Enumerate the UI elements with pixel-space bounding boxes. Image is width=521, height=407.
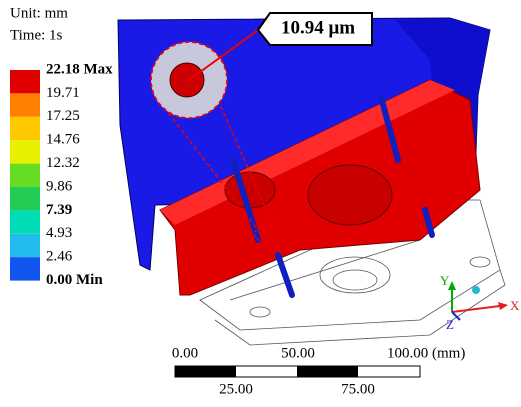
screen: 10.94 μm Unit: mm Time: 1s 22.18 Max 19.7… xyxy=(0,0,521,402)
legend-swatch xyxy=(10,117,40,140)
scale-label: 50.00 xyxy=(281,345,315,361)
legend-label: 17.25 xyxy=(46,108,80,124)
legend-swatch xyxy=(10,234,40,257)
legend-label: 12.32 xyxy=(46,155,80,171)
legend-label: 19.71 xyxy=(46,85,80,101)
legend-swatch xyxy=(10,93,40,116)
x-axis-label: X xyxy=(510,298,520,313)
legend-label: 4.93 xyxy=(46,225,72,241)
callout-label: 10.94 μm xyxy=(281,17,355,38)
legend: 22.18 Max 19.71 17.25 14.76 12.32 9.86 7.39 4.9… xyxy=(10,61,113,288)
z-axis-label: Z xyxy=(446,317,454,332)
scale-label: 25.00 xyxy=(219,381,253,397)
legend-label: 22.18 Max xyxy=(46,61,113,77)
legend-swatch xyxy=(10,210,40,233)
unit-label: Unit: mm xyxy=(10,5,68,21)
y-axis-label: Y xyxy=(440,273,450,288)
scale-label: 0.00 xyxy=(172,345,198,361)
legend-label: 7.39 xyxy=(46,202,72,218)
legend-swatch xyxy=(10,140,40,163)
scale-label: 100.00 (mm) xyxy=(387,345,465,361)
legend-label: 9.86 xyxy=(46,178,73,194)
legend-label: 2.46 xyxy=(46,249,73,265)
scale-label: 75.00 xyxy=(341,381,375,397)
legend-swatch xyxy=(10,257,40,280)
time-label: Time: 1s xyxy=(10,27,63,43)
legend-swatch xyxy=(10,70,40,93)
legend-label: 14.76 xyxy=(46,132,80,148)
legend-label: 0.00 Min xyxy=(46,272,103,288)
axis-triad: Y X Z xyxy=(440,273,520,332)
legend-swatch xyxy=(10,187,40,210)
legend-swatch xyxy=(10,164,40,187)
scale-bar: 0.00 50.00 100.00 (mm) 25.00 75.00 xyxy=(172,345,465,397)
